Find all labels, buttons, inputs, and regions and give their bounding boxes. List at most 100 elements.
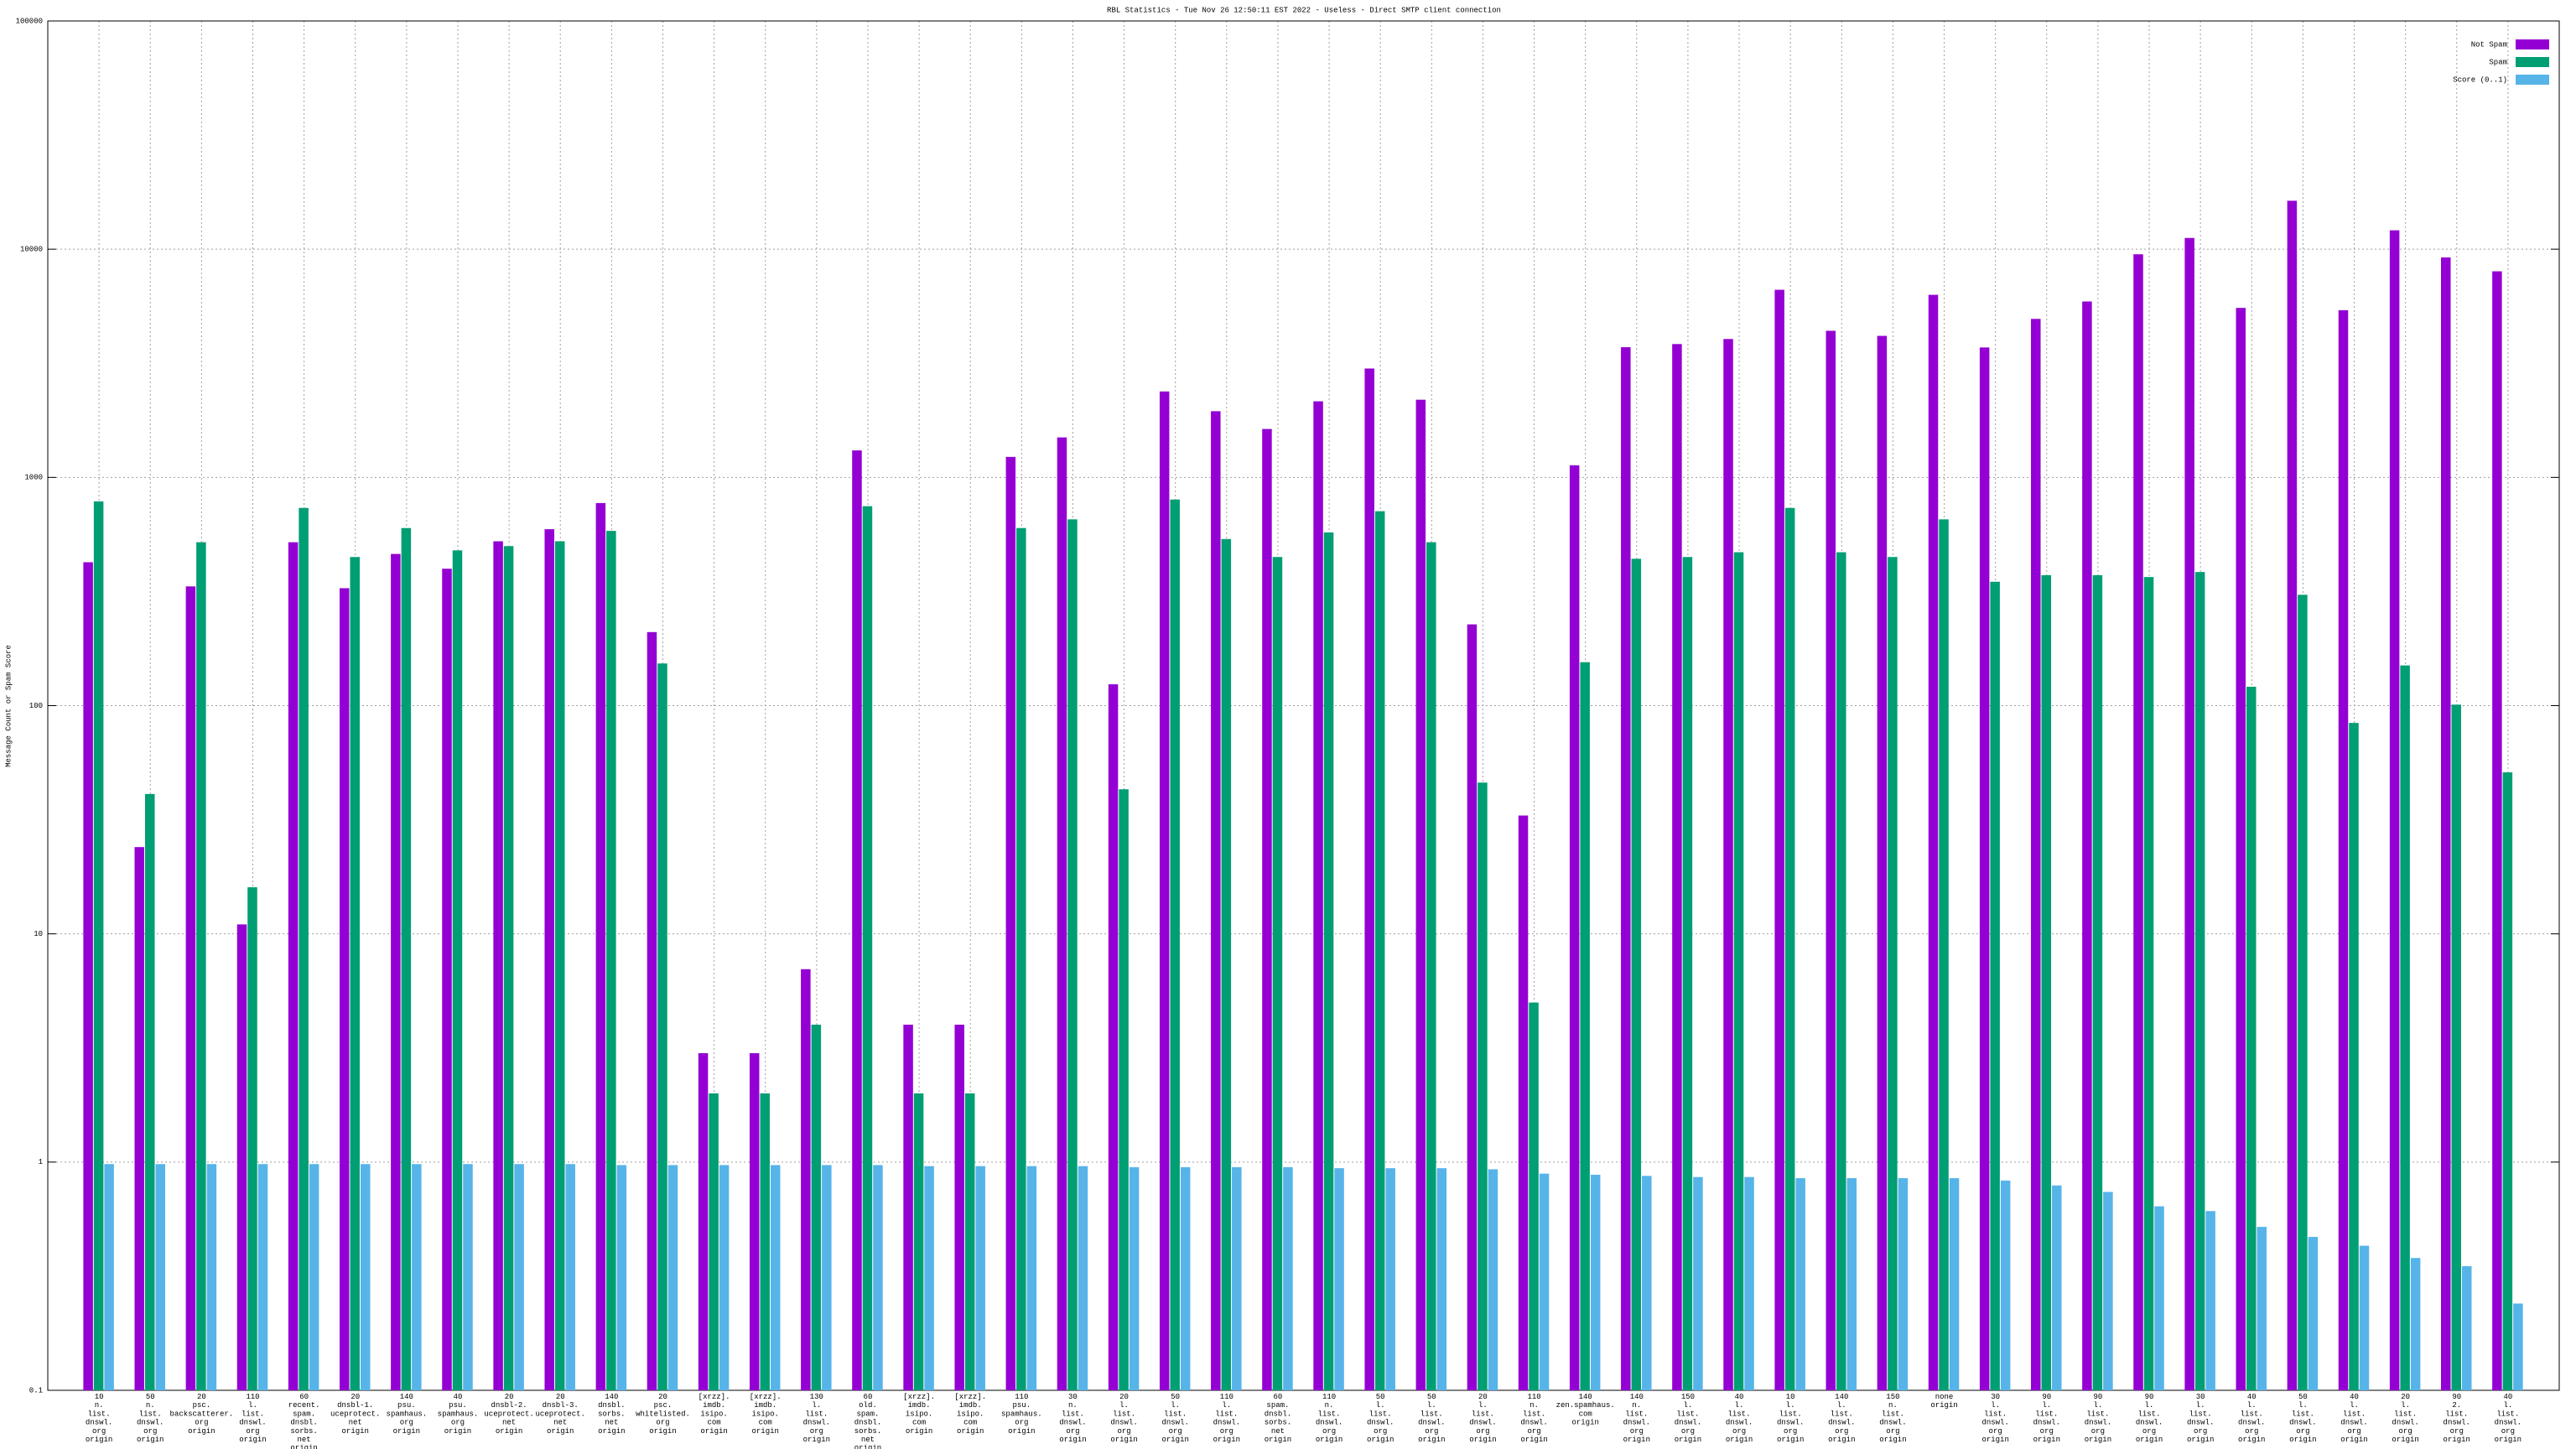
bar	[873, 1165, 883, 1390]
bar	[2451, 704, 2462, 1390]
x-tick-label: 20 l. list. dnswl. org origin	[1110, 1393, 1137, 1444]
bar	[698, 1052, 709, 1390]
bar	[616, 1165, 627, 1390]
bar	[1436, 1168, 1447, 1390]
bar	[309, 1164, 319, 1390]
bar	[913, 1093, 924, 1390]
x-tick-label: 30 n. list. dnswl. org origin	[1059, 1393, 1086, 1444]
bar	[903, 1024, 913, 1390]
bar	[1374, 511, 1385, 1391]
bar	[299, 507, 309, 1390]
bar	[144, 793, 155, 1390]
x-tick-label: 90 l. list. dnswl. org origin	[2136, 1393, 2163, 1444]
x-tick-label: 110 n. list. dnswl. org origin	[1520, 1393, 1547, 1444]
bar	[1262, 428, 1272, 1390]
bar	[2103, 1192, 2113, 1390]
bar	[709, 1093, 719, 1390]
x-tick-label: 60 old. spam. dnsbl. sorbs. net origin	[854, 1393, 881, 1449]
bar	[1016, 527, 1026, 1391]
bar	[93, 501, 104, 1390]
bar	[1078, 1166, 1088, 1390]
bar	[1478, 782, 1488, 1390]
bar	[2041, 574, 2052, 1390]
bar	[1211, 411, 1221, 1391]
bar	[2031, 319, 2041, 1391]
bar	[2441, 257, 2451, 1390]
bar	[2184, 237, 2194, 1391]
x-tick-label: 20 psc. backscatterer. org origin	[170, 1393, 234, 1436]
x-tick-label: 110 psu. spamhaus. org origin	[1001, 1393, 1042, 1436]
bar	[2462, 1265, 2472, 1390]
bar	[452, 550, 463, 1390]
x-tick-label: 10 n. list. dnswl. org origin	[86, 1393, 112, 1444]
bar	[463, 1164, 473, 1390]
x-tick-label: 110 n. list. dnswl. org origin	[1316, 1393, 1343, 1444]
bar	[2410, 1258, 2421, 1390]
bar	[155, 1164, 165, 1390]
bar	[257, 1164, 268, 1390]
bar	[2133, 254, 2143, 1391]
x-tick-label: 60 spam. dnsbl. sorbs. net origin	[1265, 1393, 1291, 1444]
legend-swatch	[2516, 57, 2549, 67]
bar	[1170, 499, 1180, 1390]
bar	[2389, 230, 2400, 1390]
bar	[2257, 1227, 2267, 1390]
x-tick-label: 110 l. list. dnswl. org origin	[1213, 1393, 1240, 1444]
bar	[1108, 684, 1119, 1390]
bar	[1026, 1166, 1037, 1390]
bar	[1580, 662, 1590, 1390]
bar	[401, 527, 412, 1391]
bar	[606, 531, 616, 1390]
bar	[2082, 301, 2092, 1391]
y-tick-label: 10000	[20, 246, 43, 254]
y-tick-label: 0.1	[29, 1386, 43, 1394]
bar	[2246, 686, 2257, 1390]
bar	[1898, 1178, 1909, 1390]
legend-label: Score (0..1)	[2453, 75, 2507, 84]
bar	[1693, 1176, 1703, 1390]
bar	[247, 887, 257, 1390]
x-tick-label: 50 l. list. dnswl. org origin	[1418, 1393, 1445, 1444]
bar	[647, 631, 657, 1390]
x-tick-label: 140 dnsbl. sorbs. net origin	[598, 1393, 625, 1436]
bar	[760, 1093, 770, 1390]
bar	[1631, 558, 1642, 1390]
bar	[1877, 335, 1888, 1390]
bar	[360, 1164, 371, 1390]
bar	[1979, 347, 1990, 1390]
bar	[1005, 456, 1016, 1390]
x-tick-label: 60 recent. spam. dnsbl. sorbs. net origin	[288, 1393, 320, 1449]
bar	[565, 1164, 575, 1390]
bar	[1682, 557, 1693, 1390]
bar	[1159, 391, 1170, 1390]
bar	[2502, 772, 2513, 1390]
x-tick-label: 90 l. list. dnswl. org origin	[2033, 1393, 2060, 1444]
bar	[185, 586, 196, 1390]
x-tick-label: 40 l. list. dnswl. org origin	[2340, 1393, 2367, 1444]
bar	[503, 546, 514, 1390]
x-tick-label: 20 l. list. dnswl. org origin	[1469, 1393, 1496, 1444]
bar	[196, 542, 206, 1390]
x-tick-label: 140 psu. spamhaus. org origin	[387, 1393, 428, 1436]
bar	[391, 553, 401, 1390]
bar	[2205, 1211, 2215, 1390]
y-tick-label: 1	[39, 1158, 43, 1166]
bar	[1364, 368, 1374, 1391]
bar	[1518, 815, 1529, 1390]
bar	[1733, 552, 1744, 1390]
bar	[1846, 1178, 1857, 1390]
bar	[514, 1164, 524, 1390]
x-tick-label: 40 l. list. dnswl. org origin	[1726, 1393, 1753, 1444]
bar	[2338, 310, 2349, 1391]
bar	[1836, 552, 1846, 1390]
bar	[1129, 1166, 1140, 1390]
bar	[544, 529, 554, 1390]
bar	[412, 1164, 422, 1390]
bar	[2400, 665, 2410, 1390]
bar	[1826, 330, 1836, 1390]
bar	[852, 450, 862, 1390]
x-tick-label: 50 l. list. dnswl. org origin	[2289, 1393, 2316, 1444]
x-tick-label: 90 2. list. dnswl. org origin	[2444, 1393, 2470, 1444]
x-tick-label: 50 l. list. dnswl. org origin	[1161, 1393, 1188, 1444]
bar	[1642, 1176, 1652, 1390]
